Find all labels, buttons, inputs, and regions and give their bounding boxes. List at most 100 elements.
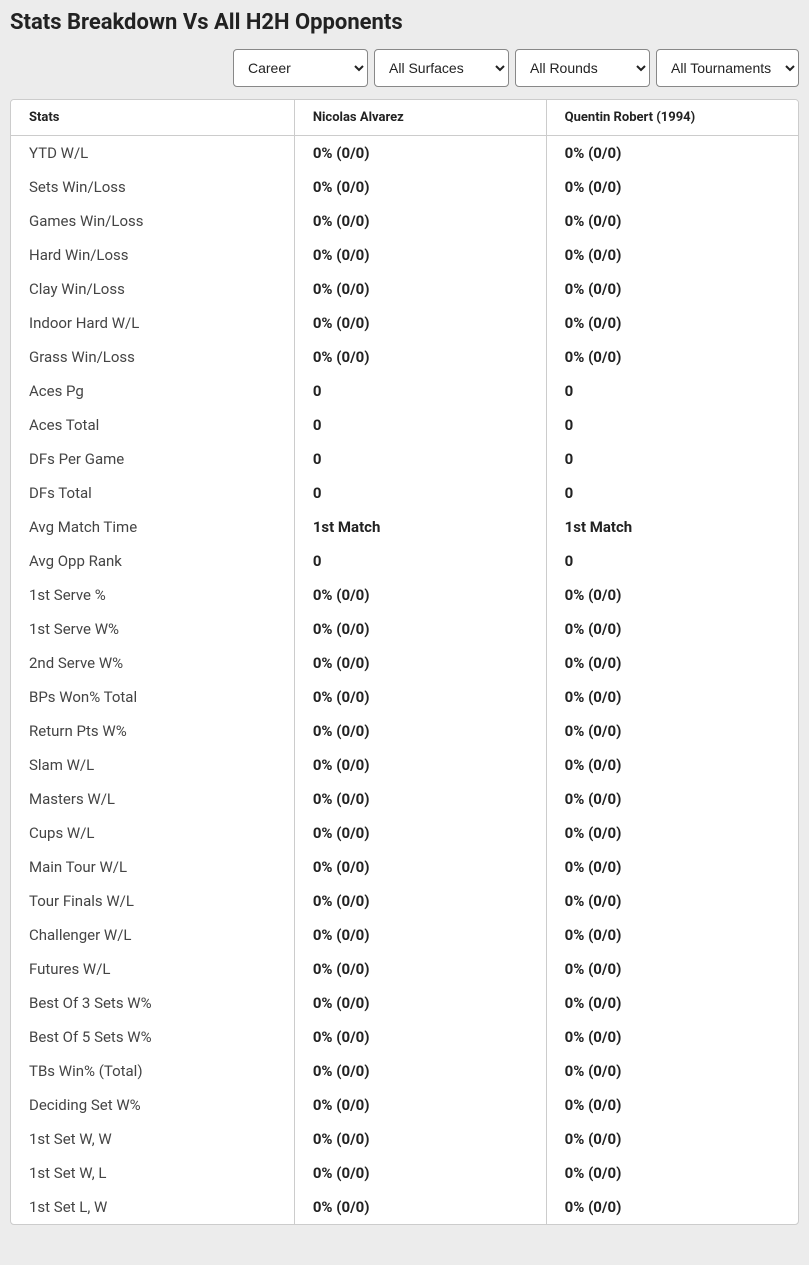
stat-value: 0% (0/0) — [294, 918, 546, 952]
stat-value: 0 — [294, 408, 546, 442]
table-row: Games Win/Loss0% (0/0)0% (0/0) — [11, 204, 798, 238]
stat-value: 0% (0/0) — [546, 204, 798, 238]
stat-value: 0% (0/0) — [546, 714, 798, 748]
stat-value: 1st Match — [546, 510, 798, 544]
table-row: Sets Win/Loss0% (0/0)0% (0/0) — [11, 170, 798, 204]
table-row: 1st Set W, W0% (0/0)0% (0/0) — [11, 1122, 798, 1156]
stat-label: Best Of 3 Sets W% — [11, 986, 294, 1020]
stat-label: Tour Finals W/L — [11, 884, 294, 918]
stat-value: 0% (0/0) — [294, 272, 546, 306]
stat-label: 1st Set W, L — [11, 1156, 294, 1190]
stat-label: Return Pts W% — [11, 714, 294, 748]
stat-value: 0% (0/0) — [546, 782, 798, 816]
table-header-row: Stats Nicolas Alvarez Quentin Robert (19… — [11, 100, 798, 136]
stat-label: Best Of 5 Sets W% — [11, 1020, 294, 1054]
stat-value: 0% (0/0) — [546, 816, 798, 850]
stat-value: 0% (0/0) — [546, 1088, 798, 1122]
stats-table-wrapper: Stats Nicolas Alvarez Quentin Robert (19… — [10, 99, 799, 1225]
page-title: Stats Breakdown Vs All H2H Opponents — [10, 10, 799, 35]
stat-value: 0 — [294, 544, 546, 578]
stat-label: YTD W/L — [11, 136, 294, 171]
stat-value: 0% (0/0) — [546, 952, 798, 986]
stat-value: 0% (0/0) — [294, 238, 546, 272]
stat-value: 0% (0/0) — [546, 578, 798, 612]
stat-value: 0% (0/0) — [294, 1190, 546, 1224]
stat-label: TBs Win% (Total) — [11, 1054, 294, 1088]
table-row: DFs Total00 — [11, 476, 798, 510]
stat-value: 0% (0/0) — [294, 850, 546, 884]
stat-value: 0% (0/0) — [546, 170, 798, 204]
table-row: Avg Opp Rank00 — [11, 544, 798, 578]
table-row: 1st Set W, L0% (0/0)0% (0/0) — [11, 1156, 798, 1190]
stat-label: Avg Match Time — [11, 510, 294, 544]
stat-value: 0 — [294, 374, 546, 408]
col-header-stats: Stats — [11, 100, 294, 136]
table-row: Return Pts W%0% (0/0)0% (0/0) — [11, 714, 798, 748]
stat-value: 0% (0/0) — [546, 136, 798, 171]
table-row: 1st Set L, W0% (0/0)0% (0/0) — [11, 1190, 798, 1224]
stat-label: Indoor Hard W/L — [11, 306, 294, 340]
stat-value: 0% (0/0) — [294, 714, 546, 748]
stat-value: 0% (0/0) — [546, 918, 798, 952]
table-row: Best Of 5 Sets W%0% (0/0)0% (0/0) — [11, 1020, 798, 1054]
stat-value: 0% (0/0) — [546, 850, 798, 884]
stat-label: Aces Pg — [11, 374, 294, 408]
table-row: Deciding Set W%0% (0/0)0% (0/0) — [11, 1088, 798, 1122]
table-row: Best Of 3 Sets W%0% (0/0)0% (0/0) — [11, 986, 798, 1020]
stat-value: 0% (0/0) — [546, 1122, 798, 1156]
stat-value: 0% (0/0) — [546, 272, 798, 306]
stat-value: 0% (0/0) — [294, 1054, 546, 1088]
col-header-player1: Nicolas Alvarez — [294, 100, 546, 136]
round-select[interactable]: All Rounds — [515, 49, 650, 87]
stat-value: 0 — [546, 408, 798, 442]
surface-select[interactable]: All Surfaces — [374, 49, 509, 87]
stat-value: 0% (0/0) — [294, 884, 546, 918]
stat-label: Clay Win/Loss — [11, 272, 294, 306]
stat-value: 0% (0/0) — [546, 1190, 798, 1224]
stat-label: Games Win/Loss — [11, 204, 294, 238]
stat-label: Masters W/L — [11, 782, 294, 816]
stat-value: 0% (0/0) — [294, 340, 546, 374]
table-row: DFs Per Game00 — [11, 442, 798, 476]
table-row: Main Tour W/L0% (0/0)0% (0/0) — [11, 850, 798, 884]
stat-value: 0% (0/0) — [294, 578, 546, 612]
table-row: TBs Win% (Total)0% (0/0)0% (0/0) — [11, 1054, 798, 1088]
table-row: Futures W/L0% (0/0)0% (0/0) — [11, 952, 798, 986]
col-header-player2: Quentin Robert (1994) — [546, 100, 798, 136]
stat-value: 0% (0/0) — [546, 680, 798, 714]
stat-value: 0% (0/0) — [546, 306, 798, 340]
table-row: Avg Match Time1st Match1st Match — [11, 510, 798, 544]
stat-value: 0% (0/0) — [294, 816, 546, 850]
stat-label: 1st Serve W% — [11, 612, 294, 646]
stat-value: 0 — [546, 442, 798, 476]
period-select[interactable]: Career — [233, 49, 368, 87]
stat-label: Challenger W/L — [11, 918, 294, 952]
stat-value: 0 — [546, 544, 798, 578]
stat-value: 0% (0/0) — [294, 136, 546, 171]
stat-label: Deciding Set W% — [11, 1088, 294, 1122]
stat-label: BPs Won% Total — [11, 680, 294, 714]
table-row: Clay Win/Loss0% (0/0)0% (0/0) — [11, 272, 798, 306]
table-row: BPs Won% Total0% (0/0)0% (0/0) — [11, 680, 798, 714]
stat-value: 0 — [294, 476, 546, 510]
stat-value: 0% (0/0) — [546, 884, 798, 918]
table-row: 2nd Serve W%0% (0/0)0% (0/0) — [11, 646, 798, 680]
stat-value: 0% (0/0) — [546, 986, 798, 1020]
stat-value: 1st Match — [294, 510, 546, 544]
stat-value: 0% (0/0) — [294, 952, 546, 986]
table-row: Aces Pg00 — [11, 374, 798, 408]
stat-label: 1st Set W, W — [11, 1122, 294, 1156]
table-row: Aces Total00 — [11, 408, 798, 442]
stat-value: 0% (0/0) — [294, 306, 546, 340]
stat-label: Sets Win/Loss — [11, 170, 294, 204]
table-row: Cups W/L0% (0/0)0% (0/0) — [11, 816, 798, 850]
stat-value: 0% (0/0) — [546, 1020, 798, 1054]
stat-value: 0 — [294, 442, 546, 476]
stat-label: DFs Total — [11, 476, 294, 510]
stat-value: 0% (0/0) — [294, 986, 546, 1020]
table-row: Slam W/L0% (0/0)0% (0/0) — [11, 748, 798, 782]
stat-value: 0% (0/0) — [546, 646, 798, 680]
stat-label: Hard Win/Loss — [11, 238, 294, 272]
tournament-select[interactable]: All Tournaments — [656, 49, 799, 87]
stat-label: Cups W/L — [11, 816, 294, 850]
